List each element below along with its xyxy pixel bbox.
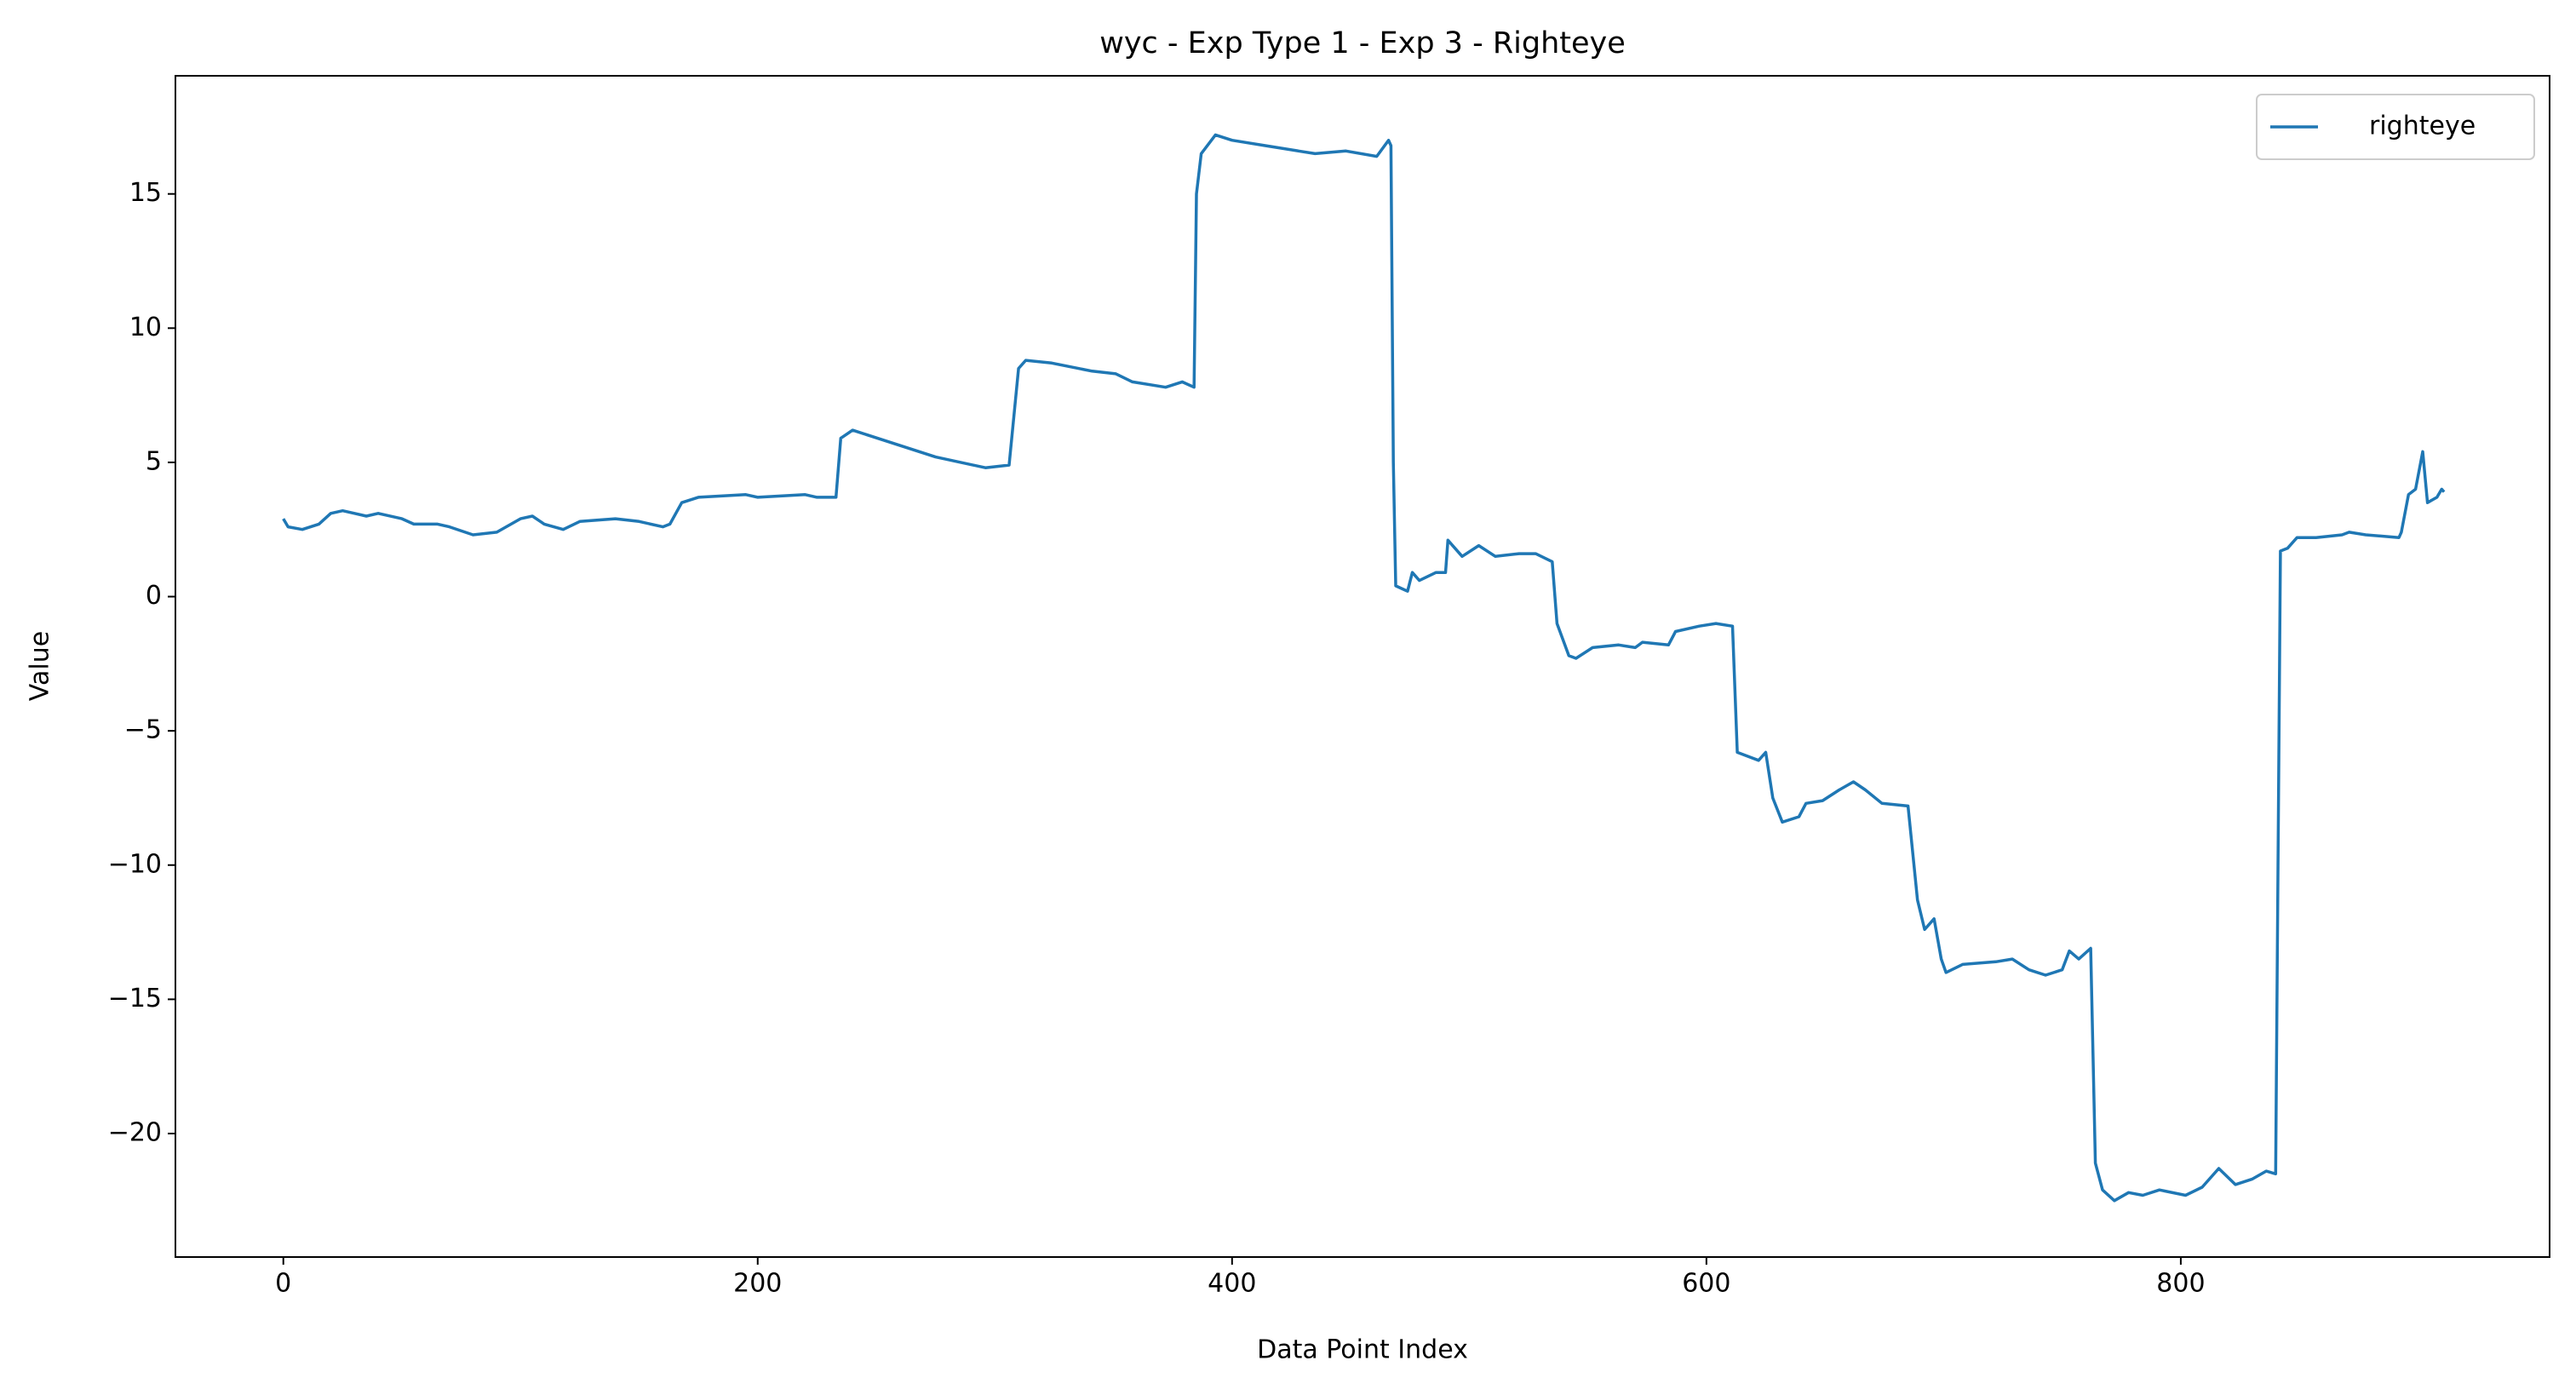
y-tick-label: 10 xyxy=(129,313,162,342)
x-axis-label: Data Point Index xyxy=(1257,1335,1468,1365)
plot-frame xyxy=(175,75,2550,1258)
legend-box xyxy=(2256,94,2535,160)
y-tick-label: 15 xyxy=(129,178,162,208)
x-tick-label: 200 xyxy=(733,1269,782,1299)
legend: righteye xyxy=(2256,94,2535,160)
y-tick-label: −5 xyxy=(124,715,162,745)
y-tick-label: 5 xyxy=(146,446,162,476)
x-tick-label: 800 xyxy=(2156,1269,2205,1299)
legend-label: righteye xyxy=(2369,112,2476,141)
y-tick-label: −10 xyxy=(108,849,162,879)
y-tick-label: −15 xyxy=(108,984,162,1013)
chart-title: wyc - Exp Type 1 - Exp 3 - Righteye xyxy=(1099,26,1626,60)
x-tick-label: 400 xyxy=(1208,1269,1256,1299)
y-axis-label: Value xyxy=(26,631,55,701)
y-tick-label: 0 xyxy=(146,581,162,611)
x-tick-label: 600 xyxy=(1682,1269,1730,1299)
x-tick-label: 0 xyxy=(275,1269,291,1299)
data-line xyxy=(282,133,2446,1203)
y-tick-label: −20 xyxy=(108,1117,162,1147)
